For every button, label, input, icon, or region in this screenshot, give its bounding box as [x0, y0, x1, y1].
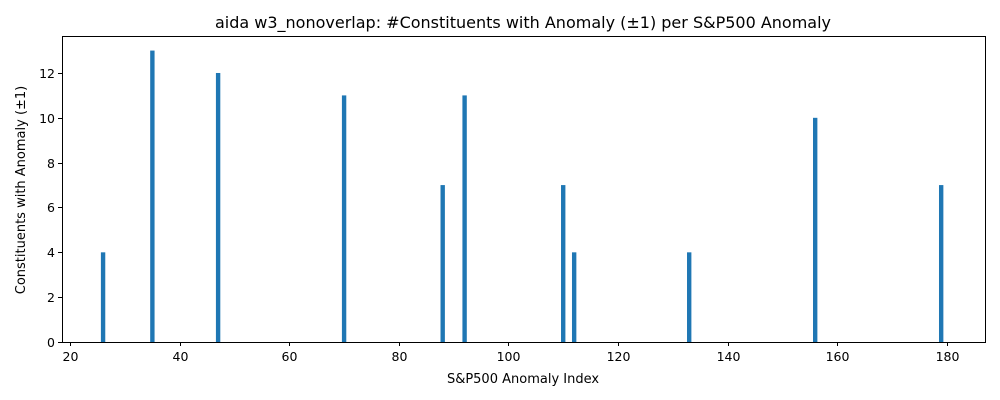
x-tick-label-60: 60 [282, 349, 298, 364]
bar-70 [341, 95, 347, 342]
y-tick-label-6: 6 [47, 200, 55, 215]
bar-47 [215, 72, 221, 343]
bar-110 [561, 185, 566, 342]
x-tick-label-40: 40 [173, 349, 189, 364]
x-tick-label-180: 180 [936, 349, 960, 364]
y-tick-label-12: 12 [39, 66, 55, 81]
y-axis-label: Constituents with Anomaly (±1) [14, 86, 29, 295]
bar-88 [440, 185, 445, 342]
y-tick-label-4: 4 [47, 245, 55, 260]
plot-area: 20 40 60 80 100 120 140 160 180 0 2 4 6 8 10 12 [39, 36, 986, 364]
y-tick-label-0: 0 [47, 335, 55, 350]
x-tick-label-160: 160 [826, 349, 850, 364]
plot-frame [62, 36, 986, 343]
x-tick-label-80: 80 [392, 349, 408, 364]
y-tick-label-2: 2 [47, 290, 55, 305]
x-axis-label: S&P500 Anomaly Index [447, 372, 599, 387]
bar-112 [571, 252, 577, 342]
y-tick-label-10: 10 [39, 111, 55, 126]
x-tick-label-100: 100 [497, 349, 521, 364]
chart-title: aida w3_nonoverlap: #Constituents with A… [215, 13, 831, 33]
bar-92 [462, 95, 467, 342]
y-tick-label-8: 8 [47, 156, 55, 171]
x-tick-label-20: 20 [63, 349, 79, 364]
bar-133 [687, 252, 692, 342]
x-tick-label-140: 140 [717, 349, 741, 364]
bar-35 [150, 50, 155, 342]
bar-156 [813, 117, 818, 342]
bar-26 [100, 252, 106, 342]
bar-179 [938, 185, 944, 342]
x-tick-label-120: 120 [607, 349, 631, 364]
